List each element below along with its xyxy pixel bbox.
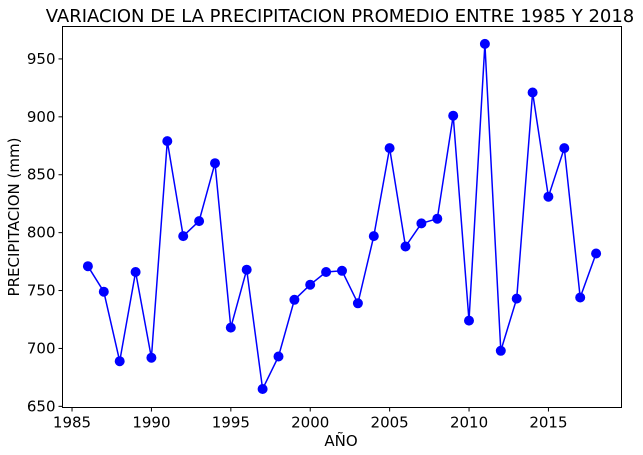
y-tick-label: 950 (27, 50, 56, 68)
data-point-1995 (225, 322, 236, 333)
data-point-1989 (130, 267, 141, 277)
data-point-2004 (368, 231, 379, 242)
x-tick-label: 2015 (529, 414, 567, 432)
data-point-2012 (495, 345, 506, 356)
data-point-2018 (591, 248, 602, 259)
y-tick-label: 750 (27, 282, 56, 300)
data-point-1986 (82, 261, 93, 272)
y-tick-label: 800 (27, 224, 56, 242)
data-point-1999 (289, 294, 300, 305)
y-tick-label: 650 (27, 397, 56, 415)
plot-area (82, 38, 602, 394)
x-axis-ticks: 1985 1990 1995 2000 2005 2010 2015 (53, 407, 568, 432)
data-point-2006 (400, 241, 411, 252)
data-point-2015 (543, 191, 554, 202)
data-point-2001 (321, 267, 332, 277)
x-tick-label: 1985 (53, 414, 91, 432)
data-point-2009 (448, 110, 459, 121)
data-point-2016 (559, 143, 570, 154)
y-tick-label: 850 (27, 166, 56, 184)
data-point-1993 (194, 216, 205, 227)
data-point-1997 (257, 384, 268, 394)
y-tick-label: 700 (27, 339, 56, 357)
data-point-1998 (273, 351, 284, 362)
x-axis-label: AÑO (324, 431, 357, 450)
plot-frame (62, 26, 622, 408)
y-axis-ticks: 650 700 750 800 850 900 950 (27, 50, 63, 415)
series-line (87, 43, 597, 392)
y-tick-label: 900 (27, 108, 56, 126)
data-point-1988 (114, 356, 125, 367)
chart-title: VARIACION DE LA PRECIPITACION PROMEDIO E… (46, 6, 635, 27)
data-point-2007 (416, 218, 427, 229)
data-point-1987 (98, 286, 109, 297)
data-point-2010 (464, 315, 474, 326)
data-point-2003 (352, 298, 363, 309)
data-point-2008 (432, 213, 443, 224)
y-axis-label: PRECIPITACION (mm) (5, 138, 23, 297)
data-point-2002 (337, 265, 347, 276)
x-tick-label: 2005 (371, 414, 409, 432)
data-point-1996 (241, 264, 252, 275)
data-point-2005 (384, 143, 395, 154)
data-point-2014 (527, 87, 538, 98)
data-point-1994 (210, 158, 220, 169)
data-point-1992 (178, 231, 189, 242)
data-point-1991 (162, 136, 173, 147)
data-point-2011 (479, 38, 490, 49)
x-tick-label: 2010 (450, 414, 488, 432)
x-tick-label: 2000 (291, 414, 329, 432)
data-point-1990 (146, 352, 157, 363)
data-point-2013 (511, 293, 522, 304)
data-point-2017 (575, 292, 586, 303)
x-tick-label: 1990 (132, 414, 170, 432)
data-point-2000 (305, 279, 316, 290)
x-tick-label: 1995 (212, 414, 250, 432)
